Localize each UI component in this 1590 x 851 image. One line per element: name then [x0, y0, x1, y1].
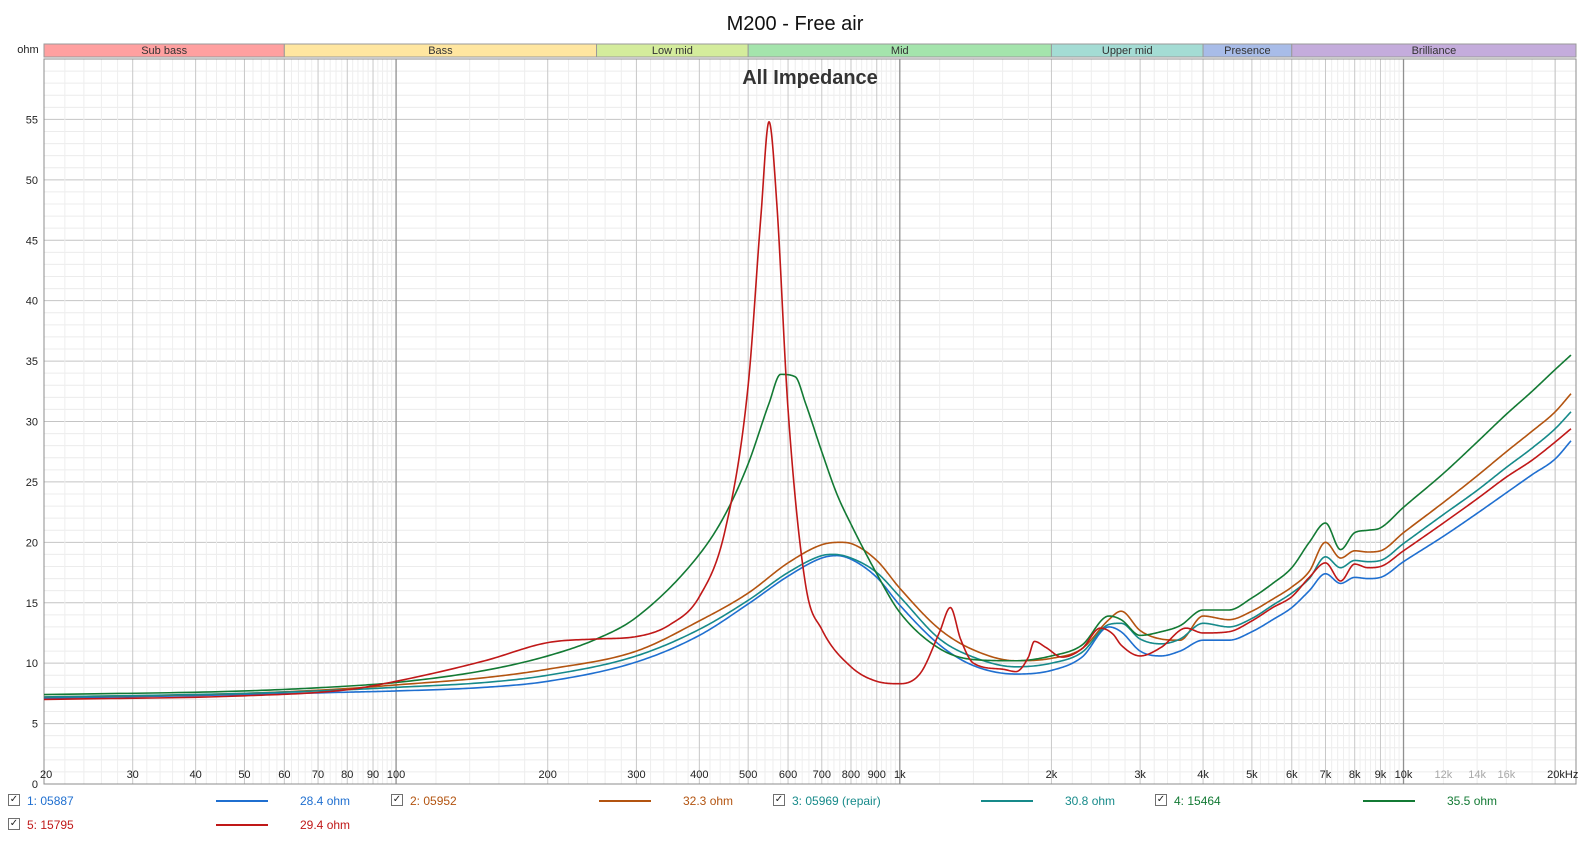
x-tick-label: 7k — [1320, 769, 1332, 781]
x-tick-label: 60 — [278, 769, 290, 781]
x-tick-label: 50 — [238, 769, 250, 781]
x-tick-label: 600 — [779, 769, 797, 781]
y-tick-label: 30 — [26, 417, 38, 429]
x-tick-label: 70 — [312, 769, 324, 781]
legend-item-2: ✓ 2: 05952 32.3 ohm — [389, 791, 769, 811]
legend-series-name: 3: 05969 (repair) — [792, 794, 881, 808]
series-visibility-checkbox[interactable]: ✓ — [773, 794, 785, 806]
band-label: Low mid — [652, 45, 693, 57]
series-line-2 — [43, 393, 1572, 698]
legend-item-5: ✓ 5: 15795 29.4 ohm — [6, 815, 386, 835]
frequency-band-bar: Sub bass Bass Low mid Mid Upper mid Presence B… — [43, 43, 1577, 58]
y-tick-label: 55 — [26, 114, 38, 126]
x-tick-label: 400 — [690, 769, 708, 781]
x-axis-tick-labels: 20 30 40 50 60 70 80 90 100 200 300 400 500 600 700 800… — [40, 769, 1578, 781]
series-visibility-checkbox[interactable]: ✓ — [391, 794, 403, 806]
legend-line-swatch — [981, 800, 1033, 802]
x-tick-label: 12k — [1435, 769, 1453, 781]
x-tick-label: 8k — [1349, 769, 1361, 781]
x-tick-label: 80 — [341, 769, 353, 781]
legend-item-4: ✓ 4: 15464 35.5 ohm — [1153, 791, 1533, 811]
band-6 — [1291, 43, 1577, 58]
x-tick-label: 9k — [1375, 769, 1387, 781]
x-tick-label: 20kHz — [1547, 769, 1578, 781]
legend-value: 35.5 ohm — [1447, 794, 1498, 808]
x-tick-label: 700 — [813, 769, 831, 781]
y-tick-label: 15 — [26, 598, 38, 610]
band-label: Bass — [428, 45, 453, 57]
x-tick-label: 1k — [894, 769, 906, 781]
legend-row: ✓ 1: 05887 28.4 ohm ✓ 2: 05952 32.3 ohm ✓ 3: 05… — [0, 791, 1590, 811]
legend-line-swatch — [216, 800, 268, 802]
y-tick-label: 20 — [26, 537, 38, 549]
y-tick-label: 45 — [26, 235, 38, 247]
band-label: Brilliance — [1412, 45, 1457, 57]
y-axis-tick-labels: 0 5 10 15 20 25 30 35 40 45 50 55 — [26, 114, 38, 791]
x-tick-label: 30 — [127, 769, 139, 781]
legend-value: 30.8 ohm — [1065, 794, 1116, 808]
chart-subtitle: All Impedance — [742, 67, 878, 89]
x-tick-label: 14k — [1468, 769, 1486, 781]
x-tick-label: 40 — [190, 769, 202, 781]
x-tick-label: 4k — [1197, 769, 1209, 781]
legend-series-name: 1: 05887 — [27, 794, 74, 808]
legend-series-name: 5: 15795 — [27, 818, 74, 832]
x-tick-label: 2k — [1046, 769, 1058, 781]
legend-item-3: ✓ 3: 05969 (repair) 30.8 ohm — [771, 791, 1151, 811]
chart-title: M200 - Free air — [727, 13, 864, 35]
y-tick-label: 0 — [32, 779, 38, 791]
legend-line-swatch — [1363, 800, 1415, 802]
series-line-3 — [43, 411, 1572, 698]
x-tick-label: 200 — [539, 769, 557, 781]
legend-line-swatch — [599, 800, 651, 802]
legend-value: 32.3 ohm — [683, 794, 734, 808]
series-line-5 — [43, 121, 1572, 701]
y-tick-label: 40 — [26, 296, 38, 308]
x-tick-label: 3k — [1134, 769, 1146, 781]
legend-series-name: 2: 05952 — [410, 794, 457, 808]
series-visibility-checkbox[interactable]: ✓ — [8, 818, 20, 830]
x-tick-label: 90 — [367, 769, 379, 781]
series-line-1 — [43, 440, 1572, 700]
legend-value: 28.4 ohm — [300, 794, 351, 808]
y-tick-label: 10 — [26, 658, 38, 670]
band-label: Mid — [891, 45, 909, 57]
y-tick-label: 25 — [26, 477, 38, 489]
x-tick-label: 20 — [40, 769, 52, 781]
x-tick-label: 800 — [842, 769, 860, 781]
series-line-4 — [43, 354, 1572, 696]
x-tick-label: 6k — [1286, 769, 1298, 781]
legend-value: 29.4 ohm — [300, 818, 351, 832]
legend-line-swatch — [216, 824, 268, 826]
x-tick-label: 5k — [1246, 769, 1258, 781]
x-tick-label: 900 — [868, 769, 886, 781]
band-label: Sub bass — [141, 45, 187, 57]
y-axis-unit-label: ohm — [17, 44, 38, 56]
legend-series-name: 4: 15464 — [1174, 794, 1221, 808]
series-visibility-checkbox[interactable]: ✓ — [1155, 794, 1167, 806]
band-label: Presence — [1224, 45, 1270, 57]
x-tick-label: 100 — [387, 769, 405, 781]
series-visibility-checkbox[interactable]: ✓ — [8, 794, 20, 806]
plot-frame — [43, 58, 1577, 785]
y-tick-label: 50 — [26, 175, 38, 187]
x-tick-label: 16k — [1497, 769, 1515, 781]
legend-item-1: ✓ 1: 05887 28.4 ohm — [6, 791, 386, 811]
x-tick-label: 300 — [627, 769, 645, 781]
x-tick-label: 500 — [739, 769, 757, 781]
band-label: Upper mid — [1102, 45, 1153, 57]
y-tick-label: 5 — [32, 719, 38, 731]
series-lines — [43, 121, 1572, 701]
grid-lines — [44, 59, 1576, 784]
y-tick-label: 35 — [26, 356, 38, 368]
x-tick-label: 10k — [1395, 769, 1413, 781]
legend-row: ✓ 5: 15795 29.4 ohm — [0, 815, 1590, 835]
